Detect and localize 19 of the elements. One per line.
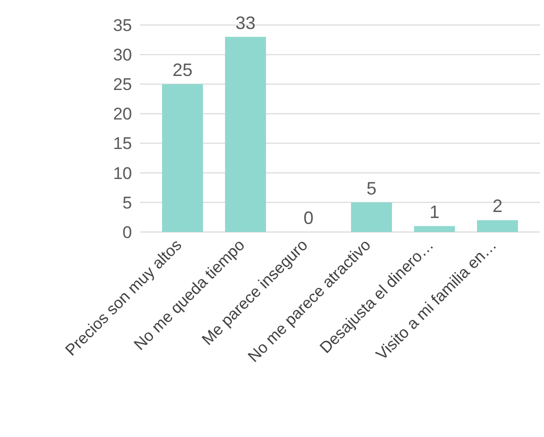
bar bbox=[225, 36, 266, 232]
bar bbox=[162, 84, 203, 232]
y-tick-label: 25 bbox=[113, 75, 132, 94]
bar bbox=[351, 202, 392, 232]
y-tick-label: 30 bbox=[113, 46, 132, 65]
y-tick-label: 35 bbox=[113, 16, 132, 35]
y-tick-label: 15 bbox=[113, 134, 132, 154]
bar bbox=[477, 220, 518, 232]
y-tick-label: 0 bbox=[122, 222, 132, 242]
y-tick-label: 5 bbox=[122, 193, 132, 212]
data-label: 1 bbox=[429, 202, 440, 222]
data-label: 5 bbox=[366, 178, 377, 198]
data-label: 25 bbox=[172, 60, 193, 80]
data-label: 33 bbox=[235, 12, 256, 33]
y-tick-label: 20 bbox=[113, 104, 132, 124]
data-label: 0 bbox=[303, 208, 314, 228]
y-tick-label: 10 bbox=[113, 164, 132, 183]
bar bbox=[414, 226, 455, 232]
data-label: 2 bbox=[492, 196, 502, 216]
